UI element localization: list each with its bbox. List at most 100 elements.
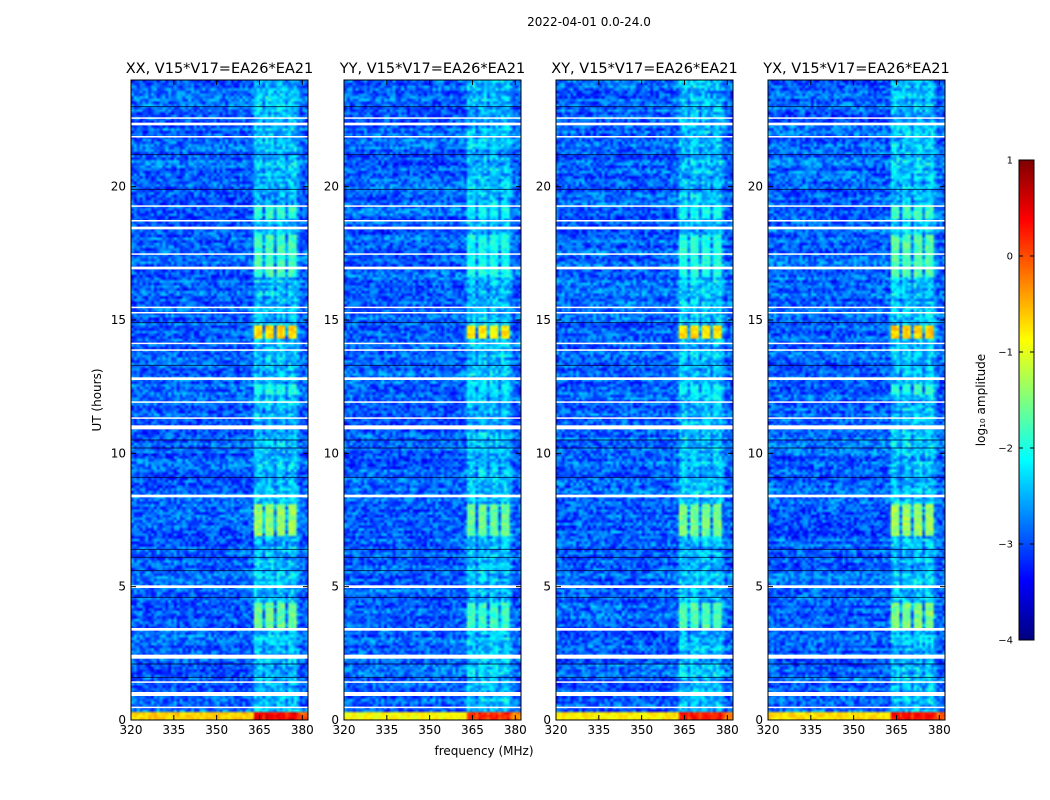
colorbar-tick-label: −2 [998, 444, 1013, 455]
y-tick-label: 5 [755, 580, 763, 594]
colorbar-tick-label: −4 [998, 636, 1013, 647]
flagged-row-6 [344, 494, 521, 498]
flagged-row-17 [768, 226, 945, 230]
colorbar-tick-label: −3 [998, 540, 1013, 551]
flagged-row-15 [131, 266, 308, 270]
flagged-row-16 [131, 253, 308, 255]
y-tick-label: 10 [111, 446, 126, 460]
panel-3: YX, V15*V17=EA26*EA21 320 335 350 365 380 0 5 10… [748, 61, 951, 737]
flagged-row-4 [768, 628, 945, 631]
colorbar-tick-label: −1 [998, 348, 1013, 359]
flagged-row-2 [556, 681, 733, 683]
flagged-row-14 [556, 306, 733, 309]
flagged-row-15 [768, 266, 945, 270]
x-tick-label: 380 [291, 723, 314, 737]
flagged-row-2 [131, 681, 308, 683]
flagged-row-16 [344, 253, 521, 255]
flagged-row-3 [556, 654, 733, 659]
flagged-row-0 [556, 706, 733, 709]
flagged-row-8 [344, 417, 521, 419]
flagged-row-21 [344, 122, 521, 126]
flagged-row-18 [768, 220, 945, 222]
flagged-row-13 [768, 312, 945, 314]
flagged-row-20 [768, 136, 945, 138]
flagged-row-12 [131, 342, 308, 345]
flagged-row-11 [556, 349, 733, 351]
x-tick-label: 335 [375, 723, 398, 737]
flagged-row-10 [768, 377, 945, 380]
flagged-row-4 [131, 628, 308, 631]
y-tick-label: 5 [331, 580, 339, 594]
x-tick-label: 320 [120, 723, 143, 737]
flagged-row-18 [556, 220, 733, 222]
flagged-row-21 [556, 122, 733, 126]
flagged-row-14 [344, 306, 521, 309]
y-tick-label: 20 [536, 180, 551, 194]
flagged-row-4 [344, 628, 521, 631]
flagged-row-15 [556, 266, 733, 270]
flagged-row-12 [344, 342, 521, 345]
panel-title: YX, V15*V17=EA26*EA21 [762, 61, 949, 77]
figure-suptitle: 2022-04-01 0.0-24.0 [527, 15, 651, 29]
panels-group: XX, V15*V17=EA26*EA21 320 335 350 365 380 0 5 10… [111, 61, 951, 737]
flagged-row-6 [556, 494, 733, 498]
x-tick-label: 320 [757, 723, 780, 737]
y-tick-label: 0 [331, 713, 339, 727]
flagged-row-5 [768, 585, 945, 588]
y-tick-label: 5 [543, 580, 551, 594]
y-axis-label: UT (hours) [90, 368, 104, 431]
flagged-row-16 [768, 253, 945, 255]
x-axis-label: frequency (MHz) [434, 744, 533, 758]
flagged-row-16 [556, 253, 733, 255]
x-tick-label: 320 [333, 723, 356, 737]
flagged-row-14 [768, 306, 945, 309]
flagged-row-22 [556, 117, 733, 119]
colorbar-tick-label: 1 [1007, 156, 1013, 167]
y-tick-label: 0 [543, 713, 551, 727]
y-tick-label: 20 [324, 180, 339, 194]
x-tick-label: 365 [461, 723, 484, 737]
flagged-row-7 [768, 425, 945, 430]
flagged-row-11 [344, 349, 521, 351]
flagged-row-6 [768, 494, 945, 498]
x-tick-label: 380 [928, 723, 951, 737]
panel-2: XY, V15*V17=EA26*EA21 320 335 350 365 380 0 5 10… [536, 61, 739, 737]
flagged-row-8 [131, 417, 308, 419]
y-tick-label: 15 [748, 313, 763, 327]
flagged-row-22 [344, 117, 521, 119]
flagged-row-17 [556, 226, 733, 230]
flagged-row-0 [768, 706, 945, 709]
flagged-row-15 [344, 266, 521, 270]
y-tick-label: 20 [111, 180, 126, 194]
y-tick-label: 10 [536, 446, 551, 460]
flagged-row-0 [131, 706, 308, 709]
flagged-row-13 [344, 312, 521, 314]
flagged-row-6 [131, 494, 308, 498]
y-tick-label: 0 [118, 713, 126, 727]
flagged-row-8 [556, 417, 733, 419]
heatmap-image-2 [556, 80, 733, 720]
flagged-row-1 [131, 692, 308, 696]
flagged-row-3 [344, 654, 521, 659]
flagged-row-12 [556, 342, 733, 345]
flagged-row-2 [768, 681, 945, 683]
heatmap-image-3 [768, 80, 945, 720]
y-tick-label: 5 [118, 580, 126, 594]
panel-frame [130, 79, 309, 721]
panel-title: YY, V15*V17=EA26*EA21 [339, 61, 525, 77]
flagged-row-1 [556, 692, 733, 696]
x-tick-label: 380 [716, 723, 739, 737]
y-tick-label: 10 [324, 446, 339, 460]
colorbar: 1 0 −1 −2 −3 −4 [998, 156, 1035, 647]
flagged-row-9 [556, 401, 733, 403]
flagged-row-9 [131, 401, 308, 403]
panel-0: XX, V15*V17=EA26*EA21 320 335 350 365 380 0 5 10… [111, 61, 314, 737]
flagged-row-17 [344, 226, 521, 230]
flagged-row-12 [768, 342, 945, 345]
flagged-row-22 [131, 117, 308, 119]
x-tick-label: 380 [504, 723, 527, 737]
flagged-row-1 [344, 692, 521, 696]
y-tick-label: 15 [324, 313, 339, 327]
flagged-row-21 [768, 122, 945, 126]
